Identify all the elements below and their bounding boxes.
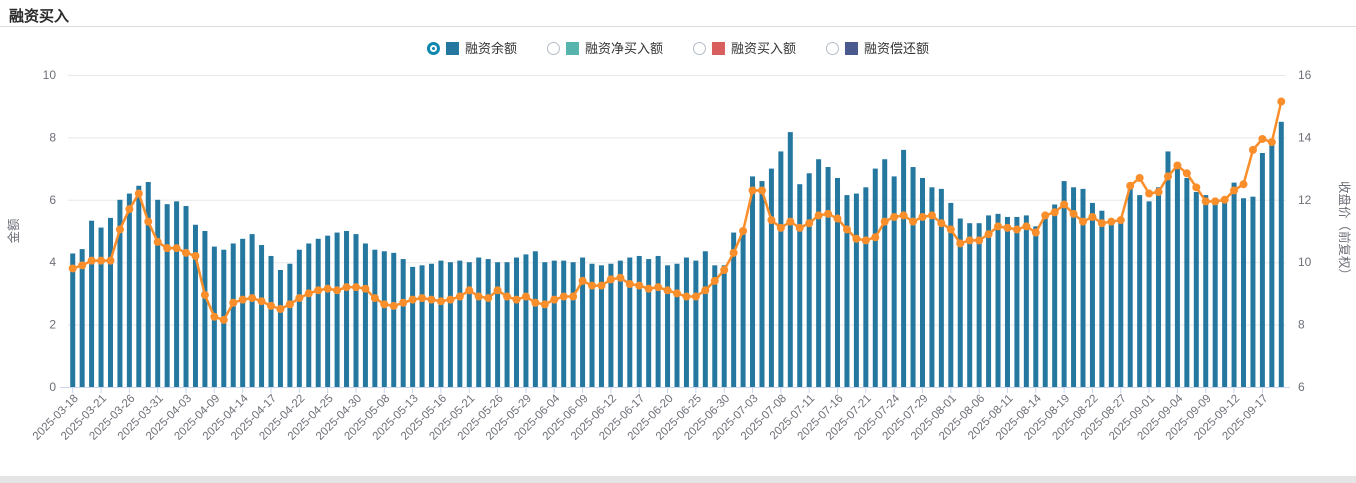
- legend-label: 融资偿还额: [864, 41, 930, 56]
- bars-series-rongzi-yue: [70, 121, 1284, 388]
- radio-unselected-icon[interactable]: [546, 42, 560, 55]
- svg-text:12: 12: [1298, 193, 1312, 207]
- chart-legend: 融资余额 融资净买入额 融资买入额 融资偿还额: [426, 41, 929, 56]
- price-line-series: [68, 97, 1286, 324]
- legend-item-2[interactable]: 融资买入额: [693, 42, 796, 55]
- margin-trading-chart: 融资余额 融资净买入额 融资买入额 融资偿还额 2025-03-18 2025-03-2…: [0, 27, 1356, 477]
- svg-text:2: 2: [49, 318, 56, 332]
- legend-color-chip: [712, 42, 725, 55]
- legend-label: 融资买入额: [731, 41, 797, 56]
- legend-color-chip: [445, 42, 459, 55]
- svg-text:收盘价（前复权）: 收盘价（前复权）: [1337, 181, 1352, 281]
- radio-unselected-icon[interactable]: [826, 42, 840, 55]
- svg-text:6: 6: [1298, 380, 1305, 394]
- legend-item-0[interactable]: 融资余额: [426, 41, 517, 56]
- legend-item-1[interactable]: 融资净买入额: [546, 41, 663, 56]
- svg-text:16: 16: [1298, 68, 1312, 82]
- page-title: 融资买入: [9, 8, 70, 25]
- y-axis-right: 6 8 10 12 14 16 收盘价（前复权）: [1298, 68, 1352, 394]
- legend-color-chip: [565, 42, 579, 55]
- bottom-scroll-strip: [0, 476, 1356, 483]
- legend-item-3[interactable]: 融资偿还额: [826, 42, 929, 55]
- legend-label: 融资净买入额: [584, 41, 663, 56]
- y-axis-left: 0 2 4 6 8 10 金额: [6, 68, 56, 394]
- svg-text:8: 8: [49, 130, 56, 144]
- svg-text:10: 10: [1298, 255, 1312, 269]
- svg-text:0: 0: [49, 380, 56, 394]
- svg-text:金额: 金额: [6, 218, 21, 244]
- legend-label: 融资余额: [464, 41, 517, 56]
- x-axis: 2025-03-182025-03-212025-03-262025-03-31…: [31, 387, 1290, 443]
- svg-text:14: 14: [1298, 130, 1312, 144]
- legend-color-chip: [845, 42, 859, 55]
- svg-text:10: 10: [43, 68, 57, 82]
- radio-selected-icon[interactable]: [426, 42, 440, 55]
- radio-inner-dot: [431, 47, 435, 50]
- radio-unselected-icon[interactable]: [693, 42, 706, 55]
- svg-text:4: 4: [49, 255, 56, 269]
- chart-canvas[interactable]: 2025-03-182025-03-212025-03-262025-03-31…: [0, 27, 1356, 477]
- page-header: 融资买入: [0, 0, 1356, 27]
- svg-text:6: 6: [49, 193, 56, 207]
- svg-text:8: 8: [1298, 318, 1305, 332]
- radio-inner-ring: [429, 45, 437, 52]
